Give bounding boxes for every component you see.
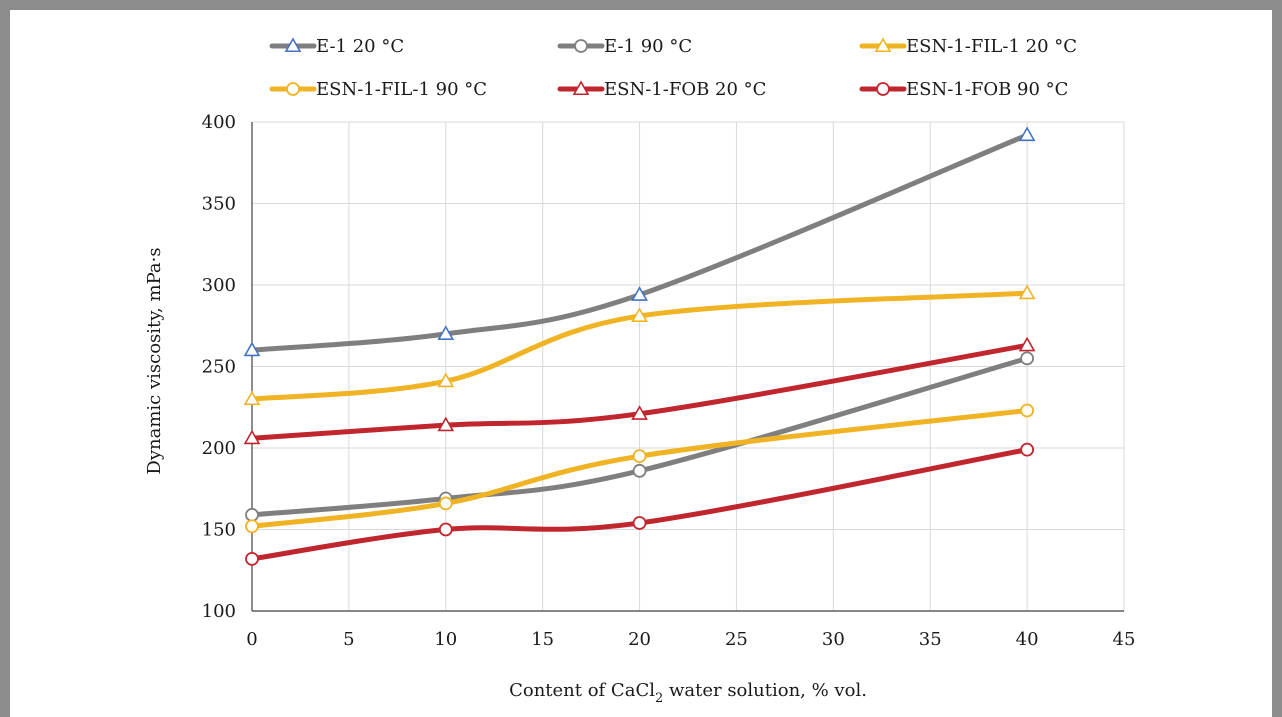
- legend-label: ESN-1-FOB 20 °C: [604, 79, 766, 100]
- series-line: [249, 342, 1030, 441]
- legend-swatch-marker: [574, 39, 588, 53]
- y-tick-label: 100: [202, 601, 236, 622]
- x-tick-label: 35: [919, 629, 942, 650]
- y-tick-label: 350: [202, 194, 236, 215]
- data-point: [437, 416, 455, 432]
- data-point: [1018, 126, 1036, 142]
- data-point: [243, 429, 261, 445]
- x-tick-label: 20: [628, 629, 651, 650]
- legend-label: E-1 20 °C: [316, 36, 404, 57]
- legend-entry: ESN-1-FOB 90 °C: [859, 79, 1068, 100]
- series-4: [245, 403, 1035, 534]
- series-3: [243, 284, 1036, 406]
- data-point: [243, 341, 261, 357]
- x-tick-label: 45: [1113, 629, 1136, 650]
- legend-entry: ESN-1-FIL-1 90 °C: [269, 79, 487, 100]
- series-line: [249, 355, 1030, 518]
- data-point: [438, 522, 453, 537]
- legend-label: ESN-1-FOB 90 °C: [906, 79, 1068, 100]
- legend-label: ESN-1-FIL-1 20 °C: [906, 36, 1077, 57]
- y-tick-label: 400: [202, 112, 236, 133]
- data-point: [437, 372, 455, 388]
- series-5: [243, 336, 1036, 445]
- x-tick-label: 40: [1016, 629, 1039, 650]
- data-point: [245, 507, 259, 522]
- legend-label: ESN-1-FIL-1 90 °C: [316, 79, 487, 100]
- y-axis-title: Dynamic viscosity, mPa·s: [144, 247, 165, 474]
- series-2: [245, 351, 1035, 522]
- series-line: [249, 132, 1030, 353]
- x-tick-label: 30: [822, 629, 845, 650]
- x-tick-label: 10: [434, 629, 457, 650]
- data-point: [1020, 351, 1035, 366]
- data-point: [1020, 403, 1035, 418]
- y-tick-label: 300: [202, 275, 236, 296]
- legend-swatch-marker: [284, 37, 302, 53]
- x-axis-title-main: Content of CaCl: [509, 680, 655, 701]
- series-line: [249, 290, 1030, 402]
- grid: [252, 121, 1125, 611]
- data-point: [631, 307, 648, 323]
- y-tick-label: 200: [202, 438, 236, 459]
- x-axis-title-rest: water solution, % vol.: [663, 680, 867, 701]
- legend-entry: ESN-1-FIL-1 20 °C: [859, 36, 1077, 57]
- series-line: [249, 447, 1030, 562]
- data-point: [437, 325, 455, 340]
- legend-label: E-1 90 °C: [604, 36, 692, 57]
- x-tick-label: 15: [531, 629, 554, 650]
- x-tick-label: 5: [343, 629, 354, 650]
- x-axis-title-subscript: 2: [655, 691, 663, 706]
- data-point: [632, 463, 647, 478]
- y-tick-label: 250: [202, 357, 236, 378]
- legend-swatch-marker: [572, 80, 590, 96]
- legend-entry: ESN-1-FOB 20 °C: [557, 79, 766, 100]
- data-point: [245, 551, 259, 566]
- data-point: [631, 405, 648, 420]
- legend-entry: E-1 20 °C: [269, 36, 404, 57]
- series-6: [245, 442, 1035, 566]
- data-point: [631, 286, 648, 301]
- data-point: [632, 516, 647, 530]
- series-group: [243, 126, 1036, 566]
- legend-swatch-marker: [874, 37, 892, 53]
- data-point: [1018, 284, 1036, 300]
- legend-entry: E-1 90 °C: [557, 36, 692, 57]
- x-axis-title: Content of CaCl2 water solution, % vol.: [509, 680, 867, 706]
- data-point: [1018, 336, 1036, 352]
- series-1: [243, 126, 1036, 357]
- data-point: [245, 519, 259, 534]
- axes: 0 5 10 15 20 25 30 35 40 45 100 150 200 250 300 350 400: [202, 112, 1136, 650]
- legend: E-1 20 °C E-1 90 °C ESN-1-FIL-1 20 °C ESN-1…: [269, 36, 1077, 100]
- x-tick-label: 0: [246, 629, 257, 650]
- data-point: [632, 449, 647, 464]
- y-tick-label: 150: [202, 520, 236, 541]
- data-point: [438, 496, 453, 511]
- legend-swatch-marker: [876, 82, 890, 96]
- data-point: [1020, 442, 1035, 457]
- data-point: [243, 390, 261, 406]
- x-tick-label: 25: [725, 629, 748, 650]
- series-line: [249, 408, 1030, 529]
- legend-swatch-marker: [286, 82, 300, 96]
